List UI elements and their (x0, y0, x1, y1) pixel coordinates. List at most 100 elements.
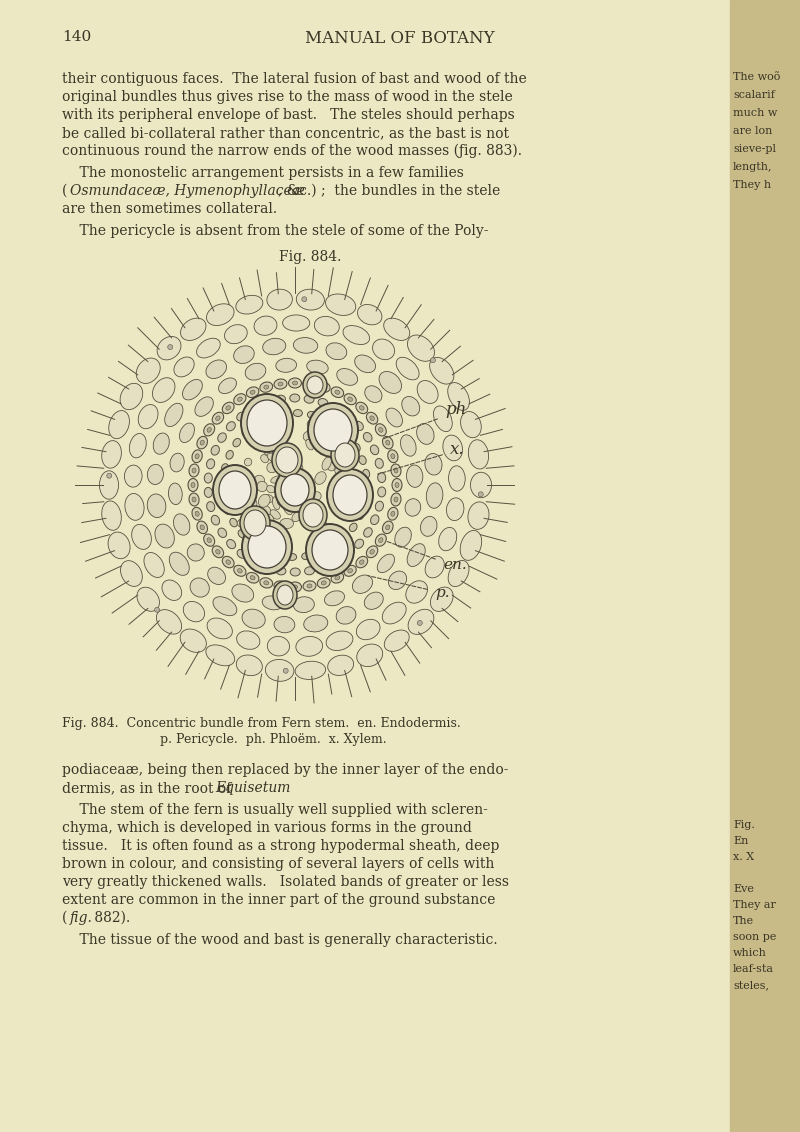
Ellipse shape (267, 453, 278, 462)
Ellipse shape (298, 477, 306, 487)
Bar (730, 0, 800, 1132)
Ellipse shape (446, 498, 464, 521)
Ellipse shape (276, 359, 297, 372)
Ellipse shape (207, 428, 211, 432)
Ellipse shape (192, 507, 202, 520)
Ellipse shape (242, 428, 250, 436)
Ellipse shape (267, 289, 293, 310)
Ellipse shape (392, 479, 402, 491)
Ellipse shape (264, 581, 269, 585)
Text: They ar: They ar (733, 900, 776, 910)
Ellipse shape (165, 403, 183, 427)
Ellipse shape (373, 340, 394, 360)
Ellipse shape (187, 543, 204, 561)
Ellipse shape (350, 523, 357, 532)
Ellipse shape (335, 468, 342, 474)
Ellipse shape (272, 443, 302, 477)
Ellipse shape (181, 318, 206, 341)
Ellipse shape (130, 434, 146, 457)
Ellipse shape (258, 495, 270, 507)
Ellipse shape (417, 423, 434, 445)
Ellipse shape (234, 345, 254, 363)
Text: Eve: Eve (733, 884, 754, 894)
Ellipse shape (326, 631, 353, 651)
Ellipse shape (353, 575, 373, 593)
Ellipse shape (340, 534, 348, 542)
Text: MANUAL OF BOTANY: MANUAL OF BOTANY (305, 31, 495, 48)
Ellipse shape (359, 456, 366, 464)
Ellipse shape (197, 436, 207, 449)
Ellipse shape (335, 391, 340, 394)
Ellipse shape (254, 316, 277, 335)
Ellipse shape (219, 471, 251, 509)
Ellipse shape (249, 498, 257, 509)
Ellipse shape (234, 565, 246, 576)
Ellipse shape (226, 560, 230, 565)
Ellipse shape (154, 607, 159, 612)
Ellipse shape (286, 477, 296, 484)
Ellipse shape (222, 402, 234, 413)
Ellipse shape (206, 645, 234, 666)
Ellipse shape (425, 556, 444, 577)
Ellipse shape (344, 412, 353, 421)
Ellipse shape (213, 465, 257, 515)
Ellipse shape (125, 494, 144, 521)
Ellipse shape (290, 473, 298, 481)
Text: x.: x. (450, 441, 465, 458)
Ellipse shape (249, 539, 257, 547)
Ellipse shape (263, 495, 273, 503)
Ellipse shape (247, 400, 287, 446)
Text: They h: They h (733, 180, 771, 190)
Ellipse shape (290, 484, 301, 492)
Ellipse shape (137, 588, 159, 611)
Ellipse shape (336, 607, 356, 624)
Ellipse shape (307, 420, 314, 427)
Text: are lon: are lon (733, 126, 772, 136)
Ellipse shape (294, 337, 318, 353)
Ellipse shape (365, 386, 382, 403)
Ellipse shape (250, 391, 255, 394)
Text: which: which (733, 947, 767, 958)
Ellipse shape (314, 409, 352, 451)
Ellipse shape (386, 525, 390, 530)
Ellipse shape (261, 455, 269, 463)
Ellipse shape (262, 564, 272, 572)
Text: The monostelic arrangement persists in a few families: The monostelic arrangement persists in a… (62, 166, 464, 180)
Ellipse shape (370, 515, 379, 524)
Ellipse shape (406, 581, 427, 603)
Ellipse shape (302, 297, 306, 302)
Ellipse shape (190, 578, 210, 597)
Ellipse shape (378, 487, 386, 497)
Ellipse shape (363, 483, 370, 492)
Ellipse shape (391, 512, 395, 516)
Text: en.: en. (443, 558, 466, 572)
Ellipse shape (144, 552, 164, 577)
Ellipse shape (232, 584, 254, 602)
Ellipse shape (282, 315, 310, 331)
Ellipse shape (461, 412, 482, 438)
Ellipse shape (438, 528, 457, 551)
Text: steles,: steles, (733, 980, 769, 990)
Ellipse shape (179, 423, 194, 443)
Ellipse shape (375, 458, 383, 469)
Ellipse shape (281, 474, 309, 506)
Ellipse shape (296, 489, 306, 499)
Ellipse shape (288, 554, 297, 560)
Ellipse shape (155, 524, 174, 548)
Ellipse shape (272, 446, 283, 453)
Ellipse shape (136, 358, 160, 384)
Ellipse shape (401, 435, 416, 456)
Ellipse shape (273, 581, 297, 609)
Ellipse shape (216, 415, 220, 420)
Ellipse shape (147, 464, 163, 484)
Ellipse shape (394, 497, 398, 501)
Text: Equisetum: Equisetum (215, 781, 290, 795)
Ellipse shape (226, 405, 230, 410)
Ellipse shape (290, 394, 300, 402)
Ellipse shape (328, 655, 354, 676)
Ellipse shape (246, 387, 259, 397)
Text: soon pe: soon pe (733, 932, 776, 942)
Ellipse shape (312, 530, 348, 571)
Ellipse shape (219, 478, 226, 487)
Ellipse shape (375, 534, 386, 547)
